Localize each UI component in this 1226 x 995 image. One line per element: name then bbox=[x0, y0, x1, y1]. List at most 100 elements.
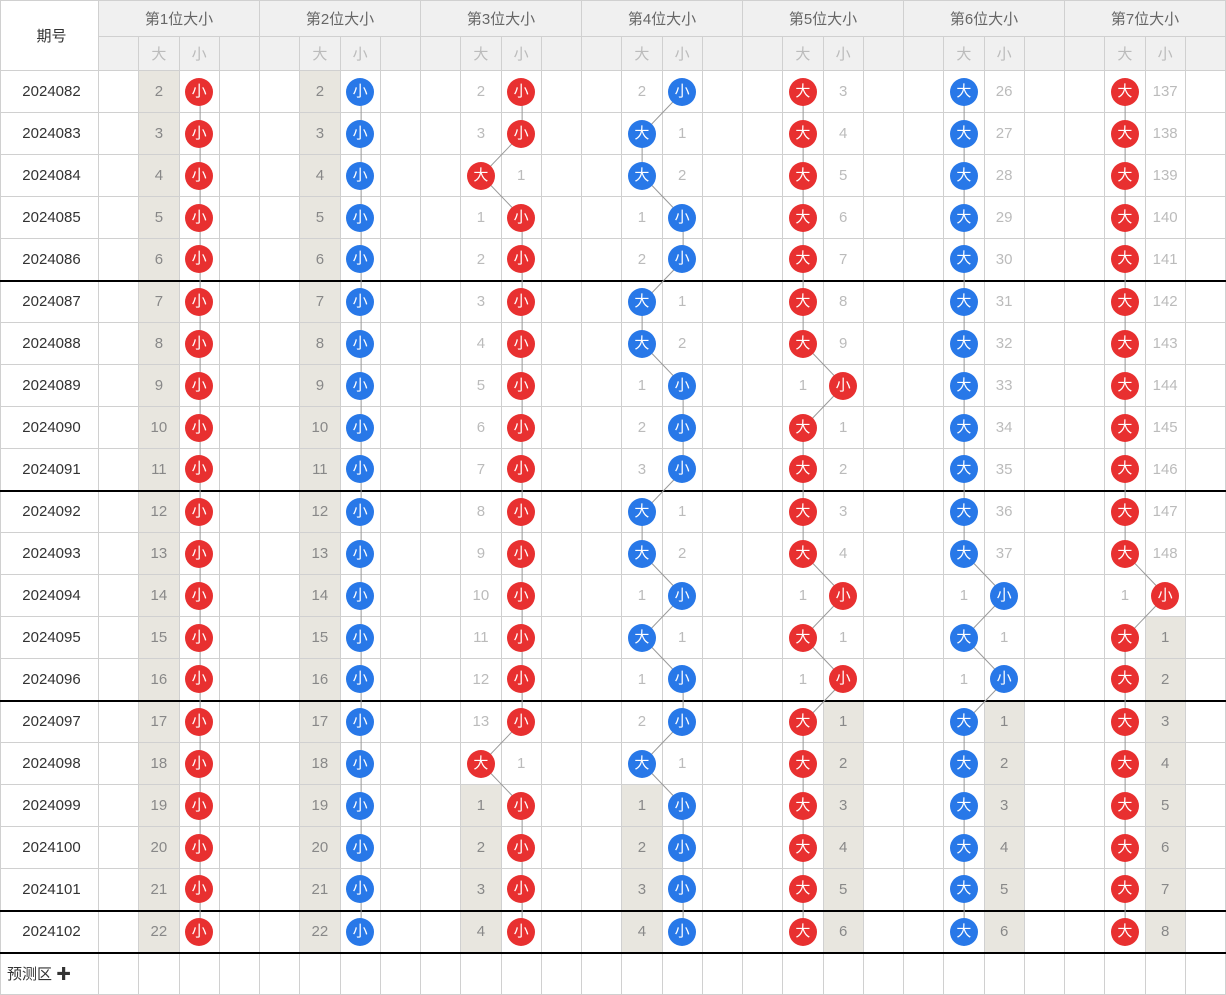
xiao-cell: 小 bbox=[662, 701, 702, 743]
spacer bbox=[1185, 407, 1225, 449]
spacer bbox=[421, 239, 461, 281]
predict-cell[interactable] bbox=[139, 953, 179, 995]
predict-cell[interactable] bbox=[1185, 953, 1225, 995]
spacer bbox=[1024, 365, 1064, 407]
hit-circle-da: 大 bbox=[628, 330, 656, 358]
da-cell: 大 bbox=[783, 323, 823, 365]
predict-cell[interactable] bbox=[622, 953, 662, 995]
predict-cell[interactable] bbox=[541, 953, 581, 995]
xiao-cell: 1 bbox=[501, 155, 541, 197]
xiao-cell: 33 bbox=[984, 365, 1024, 407]
spacer bbox=[99, 449, 139, 491]
spacer bbox=[1185, 911, 1225, 953]
spacer bbox=[219, 827, 259, 869]
da-cell: 大 bbox=[783, 743, 823, 785]
predict-cell[interactable] bbox=[380, 953, 420, 995]
xiao-cell: 小 bbox=[501, 617, 541, 659]
spacer bbox=[1024, 197, 1064, 239]
xiao-cell: 8 bbox=[1145, 911, 1185, 953]
spacer bbox=[904, 869, 944, 911]
spacer bbox=[582, 365, 622, 407]
predict-cell[interactable] bbox=[300, 953, 340, 995]
sub-xiao: 小 bbox=[179, 37, 219, 71]
predict-cell[interactable] bbox=[179, 953, 219, 995]
spacer bbox=[260, 239, 300, 281]
predict-cell[interactable] bbox=[944, 953, 984, 995]
predict-cell[interactable] bbox=[984, 953, 1024, 995]
predict-cell[interactable] bbox=[702, 953, 742, 995]
predict-cell[interactable] bbox=[823, 953, 863, 995]
da-cell: 1 bbox=[461, 785, 501, 827]
hit-circle-xiao: 小 bbox=[507, 78, 535, 106]
predict-cell[interactable] bbox=[783, 953, 823, 995]
predict-cell[interactable] bbox=[1065, 953, 1105, 995]
spacer bbox=[219, 197, 259, 239]
predict-cell[interactable] bbox=[582, 953, 622, 995]
predict-cell[interactable] bbox=[219, 953, 259, 995]
da-cell: 13 bbox=[139, 533, 179, 575]
spacer bbox=[541, 869, 581, 911]
spacer bbox=[541, 449, 581, 491]
hit-circle-xiao: 小 bbox=[668, 455, 696, 483]
spacer bbox=[702, 869, 742, 911]
spacer bbox=[260, 911, 300, 953]
spacer bbox=[1185, 869, 1225, 911]
xiao-cell: 6 bbox=[984, 911, 1024, 953]
spacer bbox=[904, 71, 944, 113]
da-cell: 10 bbox=[461, 575, 501, 617]
da-cell: 1 bbox=[622, 785, 662, 827]
spacer bbox=[702, 113, 742, 155]
da-cell: 10 bbox=[300, 407, 340, 449]
da-cell: 大 bbox=[944, 281, 984, 323]
predict-cell[interactable] bbox=[1105, 953, 1145, 995]
predict-cell[interactable] bbox=[340, 953, 380, 995]
spacer bbox=[541, 407, 581, 449]
spacer bbox=[380, 197, 420, 239]
hit-circle-da: 大 bbox=[789, 120, 817, 148]
xiao-cell: 4 bbox=[823, 533, 863, 575]
predict-cell[interactable] bbox=[743, 953, 783, 995]
predict-cell[interactable] bbox=[501, 953, 541, 995]
predict-cell[interactable] bbox=[99, 953, 139, 995]
spacer bbox=[1024, 449, 1064, 491]
spacer bbox=[743, 869, 783, 911]
predict-cell[interactable] bbox=[904, 953, 944, 995]
spacer bbox=[421, 449, 461, 491]
xiao-cell: 小 bbox=[340, 827, 380, 869]
spacer bbox=[421, 743, 461, 785]
spacer bbox=[219, 743, 259, 785]
da-cell: 大 bbox=[622, 617, 662, 659]
spacer bbox=[219, 281, 259, 323]
hit-circle-da: 大 bbox=[789, 330, 817, 358]
spacer bbox=[260, 449, 300, 491]
hit-circle-da: 大 bbox=[628, 624, 656, 652]
hit-circle-xiao: 小 bbox=[507, 498, 535, 526]
spacer bbox=[1065, 113, 1105, 155]
predict-cell[interactable] bbox=[260, 953, 300, 995]
sub-da: 大 bbox=[1105, 37, 1145, 71]
hit-circle-xiao: 小 bbox=[507, 918, 535, 946]
xiao-cell: 3 bbox=[823, 785, 863, 827]
xiao-cell: 小 bbox=[340, 155, 380, 197]
predict-cell[interactable] bbox=[1024, 953, 1064, 995]
xiao-cell: 小 bbox=[179, 407, 219, 449]
predict-label[interactable]: 预测区 ✚ bbox=[1, 953, 99, 995]
spacer bbox=[421, 197, 461, 239]
spacer bbox=[219, 449, 259, 491]
predict-cell[interactable] bbox=[421, 953, 461, 995]
da-cell: 大 bbox=[944, 743, 984, 785]
hit-circle-xiao: 小 bbox=[346, 414, 374, 442]
period-cell: 2024093 bbox=[1, 533, 99, 575]
spacer bbox=[702, 197, 742, 239]
da-cell: 5 bbox=[139, 197, 179, 239]
predict-cell[interactable] bbox=[1145, 953, 1185, 995]
xiao-cell: 1 bbox=[823, 407, 863, 449]
hit-circle-da: 大 bbox=[789, 455, 817, 483]
predict-cell[interactable] bbox=[662, 953, 702, 995]
predict-cell[interactable] bbox=[863, 953, 903, 995]
spacer bbox=[582, 911, 622, 953]
spacer bbox=[380, 827, 420, 869]
hit-circle-da: 大 bbox=[950, 162, 978, 190]
predict-cell[interactable] bbox=[461, 953, 501, 995]
spacer bbox=[1065, 659, 1105, 701]
